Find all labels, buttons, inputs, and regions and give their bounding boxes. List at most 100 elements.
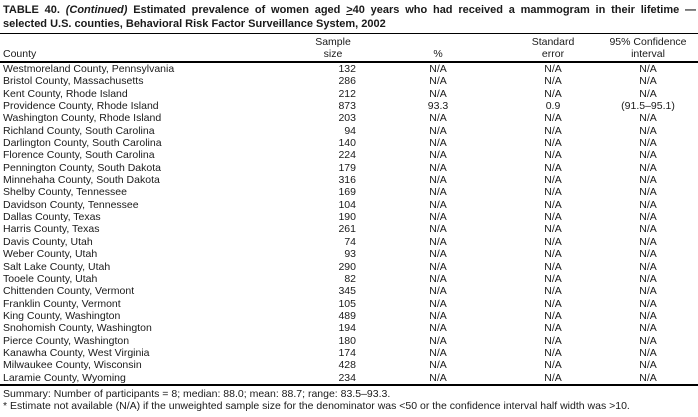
county-cell: Bristol County, Massachusetts — [3, 75, 144, 88]
standard-error-cell: N/A — [544, 359, 562, 372]
county-cell: Kent County, Rhode Island — [3, 87, 128, 100]
percent-cell: N/A — [429, 63, 447, 75]
county-cell: Darlington County, South Carolina — [3, 137, 162, 150]
percent-cell: N/A — [429, 112, 447, 125]
standard-error-cell: N/A — [544, 174, 562, 187]
header-confidence-interval-line1: 95% Confidence — [609, 36, 687, 48]
sample-size-cell: 174 — [338, 346, 356, 359]
sample-size-cell: 290 — [338, 260, 356, 273]
county-cell: Snohomish County, Washington — [3, 322, 152, 335]
sample-size-cell: 286 — [338, 75, 356, 88]
confidence-interval-cell: N/A — [639, 248, 657, 261]
standard-error-cell: N/A — [544, 235, 562, 248]
percent-cell: N/A — [429, 359, 447, 372]
table-row: Harris County, Texas 261 N/A N/A N/A — [0, 223, 698, 235]
percent-cell: N/A — [429, 371, 447, 384]
sample-size-cell: 428 — [338, 359, 356, 372]
prevalence-table: County Sample size % Standard error 95% … — [0, 33, 698, 386]
table-continued-label: (Continued) — [65, 4, 128, 16]
confidence-interval-cell: N/A — [639, 124, 657, 137]
table-row: Minnehaha County, South Dakota 316 N/A N/A N… — [0, 174, 698, 186]
table-row: Laramie County, Wyoming 234 N/A N/A N/A — [0, 372, 698, 385]
confidence-interval-cell: N/A — [639, 112, 657, 125]
county-cell: Pierce County, Washington — [3, 334, 130, 347]
standard-error-cell: N/A — [544, 161, 562, 174]
confidence-interval-cell: N/A — [639, 272, 657, 285]
table-row: Tooele County, Utah 82 N/A N/A N/A — [0, 273, 698, 285]
percent-cell: N/A — [429, 186, 447, 199]
table-row: King County, Washington 489 N/A N/A N/A — [0, 310, 698, 322]
standard-error-cell: N/A — [544, 285, 562, 298]
county-cell: Florence County, South Carolina — [3, 149, 155, 162]
table-row: Pennington County, South Dakota 179 N/A N/A… — [0, 162, 698, 174]
table-row: Kent County, Rhode Island 212 N/A N/A N/A — [0, 88, 698, 100]
sample-size-cell: 105 — [338, 297, 356, 310]
header-confidence-interval-line2: interval — [631, 48, 665, 60]
confidence-interval-cell: N/A — [639, 149, 657, 162]
sample-size-cell: 203 — [338, 112, 356, 125]
county-cell: Milwaukee County, Wisconsin — [3, 359, 142, 372]
standard-error-cell: N/A — [544, 346, 562, 359]
percent-cell: N/A — [429, 198, 447, 211]
table-header: County Sample size % Standard error 95% … — [0, 34, 698, 63]
confidence-interval-cell: N/A — [639, 198, 657, 211]
percent-cell: N/A — [429, 285, 447, 298]
sample-size-cell: 234 — [338, 371, 356, 384]
table-row: Richland County, South Carolina 94 N/A N/A N… — [0, 125, 698, 137]
percent-cell: N/A — [429, 211, 447, 224]
sample-size-cell: 82 — [344, 272, 356, 285]
confidence-interval-cell: N/A — [639, 211, 657, 224]
sample-size-cell: 140 — [338, 137, 356, 150]
county-cell: Salt Lake County, Utah — [3, 260, 111, 273]
confidence-interval-cell: (91.5–95.1) — [621, 100, 675, 113]
percent-cell: N/A — [429, 87, 447, 100]
sample-size-cell: 104 — [338, 198, 356, 211]
confidence-interval-cell: N/A — [639, 260, 657, 273]
percent-cell: N/A — [429, 248, 447, 261]
table-row: Shelby County, Tennessee 169 N/A N/A N/A — [0, 186, 698, 198]
standard-error-cell: N/A — [544, 223, 562, 236]
standard-error-cell: N/A — [544, 124, 562, 137]
standard-error-cell: N/A — [544, 112, 562, 125]
percent-cell: N/A — [429, 124, 447, 137]
percent-cell: N/A — [429, 161, 447, 174]
confidence-interval-cell: N/A — [639, 186, 657, 199]
county-cell: Dallas County, Texas — [3, 211, 101, 224]
table-title: TABLE 40. (Continued) Estimated prevalen… — [0, 0, 698, 32]
sample-size-cell: 873 — [338, 100, 356, 113]
county-cell: Kanawha County, West Virginia — [3, 346, 150, 359]
table-row: Dallas County, Texas 190 N/A N/A N/A — [0, 211, 698, 223]
confidence-interval-cell: N/A — [639, 285, 657, 298]
header-county: County — [0, 34, 298, 63]
standard-error-cell: N/A — [544, 272, 562, 285]
table-row: Snohomish County, Washington 194 N/A N/A N/A — [0, 322, 698, 334]
standard-error-cell: N/A — [544, 297, 562, 310]
sample-size-cell: 180 — [338, 334, 356, 347]
summary-line: Summary: Number of participants = 8; med… — [3, 387, 391, 400]
county-cell: Harris County, Texas — [3, 223, 100, 236]
county-cell: Minnehaha County, South Dakota — [3, 174, 160, 187]
confidence-interval-cell: N/A — [639, 322, 657, 335]
county-cell: Shelby County, Tennessee — [3, 186, 127, 199]
table-row: Davidson County, Tennessee 104 N/A N/A N/A — [0, 199, 698, 211]
county-cell: Davidson County, Tennessee — [3, 198, 139, 211]
sample-size-cell: 190 — [338, 211, 356, 224]
table-row: Washington County, Rhode Island 203 N/A N/A… — [0, 112, 698, 124]
header-sample-size-line2: size — [323, 48, 343, 60]
sample-size-cell: 132 — [338, 63, 356, 75]
table-row: Milwaukee County, Wisconsin 428 N/A N/A N/A — [0, 359, 698, 371]
confidence-interval-cell: N/A — [639, 309, 657, 322]
table-title-text: Estimated prevalence of women aged — [133, 4, 341, 16]
percent-cell: N/A — [429, 75, 447, 88]
percent-cell: N/A — [429, 346, 447, 359]
header-county-line2: County — [3, 48, 37, 60]
standard-error-cell: N/A — [544, 87, 562, 100]
standard-error-cell: N/A — [544, 75, 562, 88]
percent-cell: N/A — [429, 235, 447, 248]
percent-cell: N/A — [429, 137, 447, 150]
county-cell: Providence County, Rhode Island — [3, 100, 159, 113]
standard-error-cell: N/A — [544, 260, 562, 273]
table-title-text-tail: 40 years who had received a mammogram in… — [352, 4, 696, 16]
confidence-interval-cell: N/A — [639, 75, 657, 88]
